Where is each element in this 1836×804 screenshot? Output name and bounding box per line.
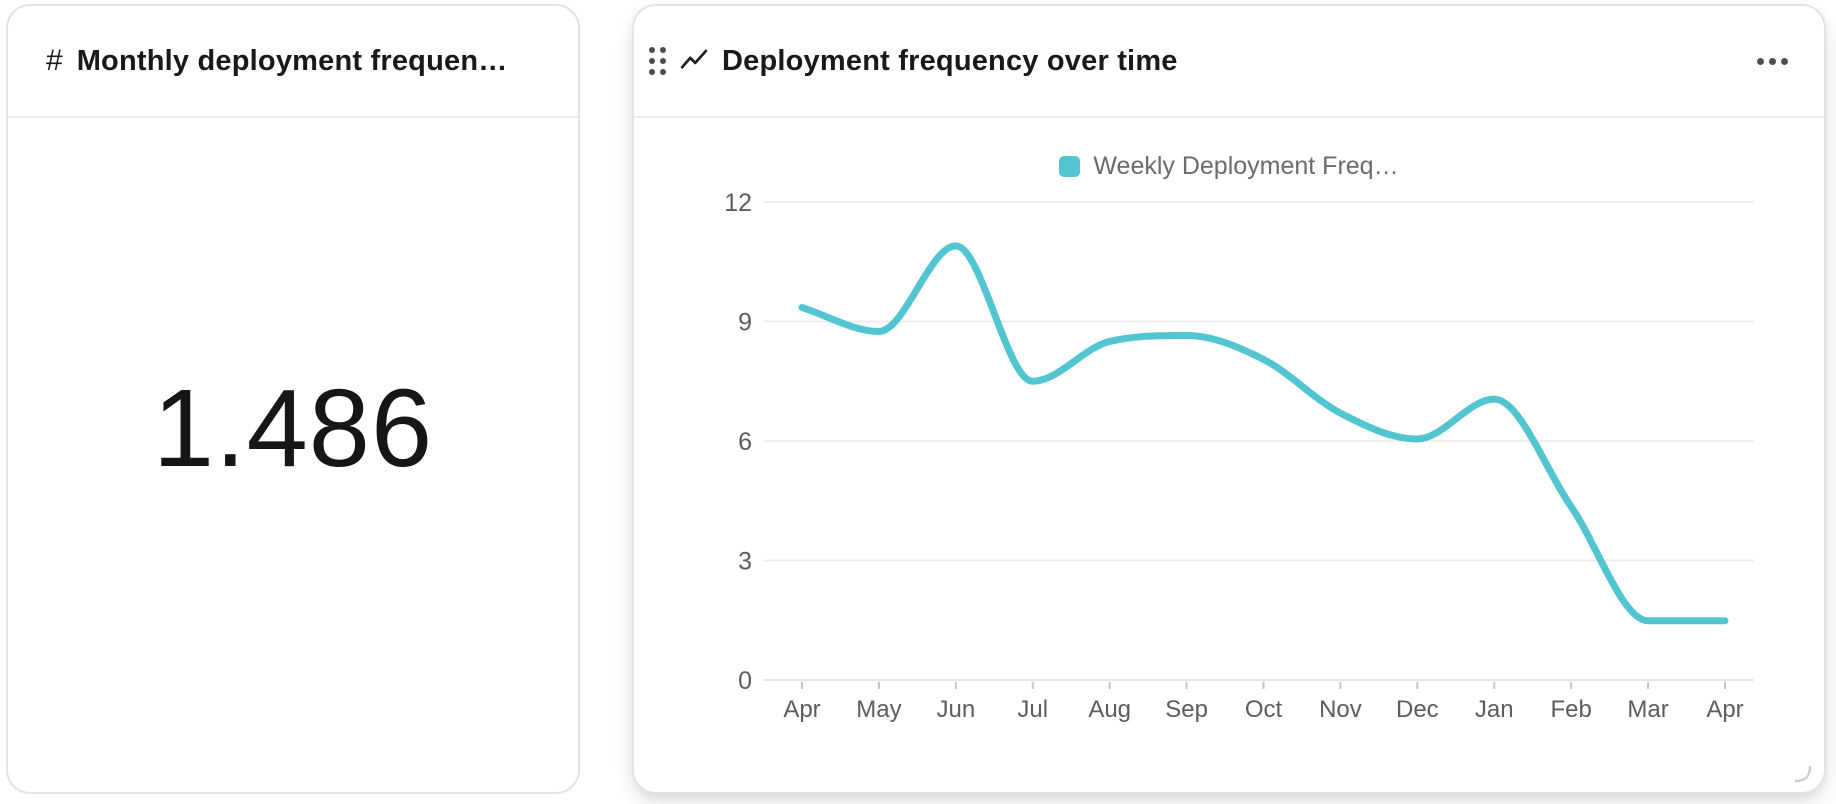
y-tick-label: 3 — [738, 548, 752, 576]
legend-swatch-icon — [1059, 156, 1081, 177]
x-tick-label: Dec — [1396, 696, 1439, 723]
x-tick-label: Sep — [1165, 696, 1208, 723]
kpi-widget-body: 1.486 — [8, 118, 578, 790]
y-tick-label: 12 — [724, 189, 752, 217]
x-tick-label: Aug — [1088, 696, 1131, 723]
x-tick-label: Apr — [1706, 696, 1743, 723]
number-widget-icon: # — [46, 44, 63, 77]
x-tick-label: Oct — [1245, 696, 1283, 723]
kpi-widget-card: # Monthly deployment frequen… 1.486 — [6, 4, 580, 794]
kpi-widget-header: # Monthly deployment frequen… — [8, 6, 578, 118]
legend-label: Weekly Deployment Freq… — [1093, 152, 1399, 180]
chart-widget-card: Deployment frequency over time Weekly De… — [632, 4, 1826, 794]
chart-widget-header: Deployment frequency over time — [634, 6, 1824, 118]
x-tick-label: Jul — [1017, 696, 1048, 723]
y-tick-label: 6 — [738, 428, 752, 456]
series-line — [798, 242, 1729, 625]
x-tick-label: Feb — [1550, 696, 1591, 723]
y-tick-label: 9 — [738, 309, 752, 337]
chart-widget-title: Deployment frequency over time — [722, 44, 1178, 77]
kpi-widget-title: Monthly deployment frequen… — [76, 44, 508, 77]
x-tick-label: Mar — [1627, 696, 1668, 723]
drag-handle-icon[interactable] — [649, 47, 666, 75]
x-tick-label: Jan — [1475, 696, 1514, 723]
chart-legend[interactable]: Weekly Deployment Freq… — [634, 152, 1824, 181]
x-tick-label: Nov — [1319, 696, 1362, 723]
resize-handle[interactable] — [1792, 763, 1812, 788]
line-chart-icon — [679, 46, 709, 76]
widget-menu-button[interactable] — [1753, 50, 1792, 73]
x-tick-label: Apr — [783, 696, 820, 723]
deployment-frequency-chart: 0 3 6 9 12 Apr May Jun Jul Aug Sep Oct Nov Dec Jan Feb M… — [724, 189, 1754, 723]
x-tick-label: Jun — [936, 696, 975, 723]
kpi-value: 1.486 — [152, 366, 434, 490]
chart-area: Weekly Deployment Freq… 0 3 6 9 12 Apr May Jun J… — [634, 120, 1824, 792]
x-tick-label: May — [856, 696, 901, 723]
y-tick-label: 0 — [738, 667, 752, 695]
